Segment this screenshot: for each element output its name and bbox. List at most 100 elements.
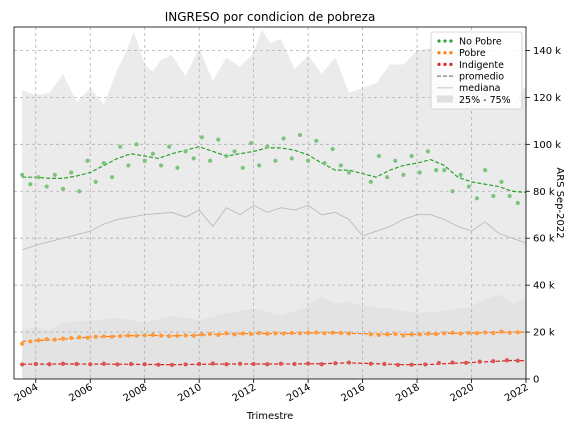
point-indigente <box>74 361 79 367</box>
point-no_pobre <box>257 163 262 168</box>
point-pobre <box>36 338 41 343</box>
point-no_pobre <box>314 138 319 143</box>
point-no_pobre <box>183 149 188 154</box>
point-pobre <box>207 331 213 337</box>
y-tick-label: 100 k <box>533 140 561 151</box>
point-indigente <box>395 362 401 368</box>
legend-label: promedio <box>459 72 504 83</box>
point-no_pobre <box>385 175 390 180</box>
point-pobre <box>297 331 303 336</box>
point-no_pobre <box>265 144 270 149</box>
point-indigente <box>382 361 387 367</box>
point-pobre <box>257 330 262 336</box>
point-pobre <box>434 332 439 337</box>
point-indigente <box>224 362 229 367</box>
point-pobre <box>401 333 406 338</box>
point-pobre <box>289 330 294 336</box>
point-indigente <box>409 362 414 367</box>
point-no_pobre <box>474 196 480 201</box>
y-tick-label: 0 <box>533 375 539 386</box>
point-no_pobre <box>109 175 115 180</box>
point-indigente <box>183 362 188 367</box>
point-no_pobre <box>442 168 447 173</box>
point-no_pobre <box>368 179 373 184</box>
point-pobre <box>101 334 106 339</box>
legend-label: mediana <box>459 83 500 94</box>
point-pobre <box>158 333 164 338</box>
point-no_pobre <box>515 200 520 206</box>
legend-label: 25% - 75% <box>459 95 511 106</box>
point-indigente <box>60 361 66 366</box>
legend-label: No Pobre <box>459 36 502 47</box>
point-no_pobre <box>36 175 41 180</box>
point-pobre <box>281 331 286 336</box>
point-no_pobre <box>393 158 398 163</box>
point-pobre <box>52 337 57 342</box>
y-tick-label: 20 k <box>533 328 555 339</box>
point-pobre <box>20 341 25 346</box>
point-indigente <box>210 361 215 366</box>
point-pobre <box>466 330 471 336</box>
point-pobre <box>507 330 512 335</box>
point-pobre <box>450 330 455 335</box>
point-no_pobre <box>306 158 311 163</box>
point-pobre <box>491 330 496 336</box>
legend-box <box>430 31 523 110</box>
y-tick-label: 140 k <box>533 46 561 57</box>
point-no_pobre <box>466 184 471 189</box>
point-pobre <box>28 339 33 344</box>
point-pobre <box>442 331 447 336</box>
point-indigente <box>142 362 147 367</box>
band-upper-area <box>22 29 526 379</box>
point-indigente <box>292 361 297 367</box>
legend-swatch-dot <box>443 51 447 55</box>
point-indigente <box>33 361 38 367</box>
legend-label: Pobre <box>459 48 486 59</box>
point-no_pobre <box>150 151 155 156</box>
point-no_pobre <box>273 158 278 163</box>
legend-swatch-dot <box>437 62 441 66</box>
chart-title: INGRESO por condicion de pobreza <box>165 10 376 24</box>
point-no_pobre <box>409 153 414 159</box>
point-indigente <box>333 361 338 366</box>
point-pobre <box>368 332 373 337</box>
point-no_pobre <box>158 163 164 168</box>
point-pobre <box>93 334 98 339</box>
point-pobre <box>248 331 254 337</box>
point-indigente <box>237 361 243 366</box>
point-no_pobre <box>499 179 504 184</box>
point-no_pobre <box>483 168 488 173</box>
point-pobre <box>409 332 414 337</box>
point-indigente <box>169 362 175 368</box>
point-no_pobre <box>69 170 74 175</box>
point-pobre <box>330 330 335 335</box>
point-indigente <box>20 362 25 367</box>
point-no_pobre <box>281 136 286 141</box>
point-pobre <box>240 331 245 336</box>
point-no_pobre <box>134 142 139 147</box>
point-no_pobre <box>175 165 180 170</box>
legend-swatch-dot <box>437 51 441 55</box>
point-pobre <box>77 335 82 340</box>
point-pobre <box>483 330 488 335</box>
y-axis-ticks: 0 20 k 40 k 60 k 80 k 100 k 120 k 140 k <box>526 46 561 386</box>
point-indigente <box>115 362 120 367</box>
point-pobre <box>346 331 352 336</box>
trend-line-no_pobre <box>22 146 527 194</box>
point-no_pobre <box>93 179 98 184</box>
point-no_pobre <box>232 149 237 154</box>
point-pobre <box>385 332 390 337</box>
legend: No PobrePobreIndigentepromediomediana25%… <box>430 31 523 110</box>
point-indigente <box>515 358 520 363</box>
point-indigente <box>47 362 52 367</box>
point-pobre <box>314 330 319 335</box>
median-line <box>22 204 527 251</box>
point-indigente <box>423 362 428 367</box>
point-indigente <box>88 362 93 367</box>
data-points <box>20 132 520 368</box>
legend-swatch-dot <box>449 39 453 43</box>
point-pobre <box>393 331 398 337</box>
legend-swatch-band <box>437 95 453 103</box>
point-pobre <box>232 332 237 337</box>
